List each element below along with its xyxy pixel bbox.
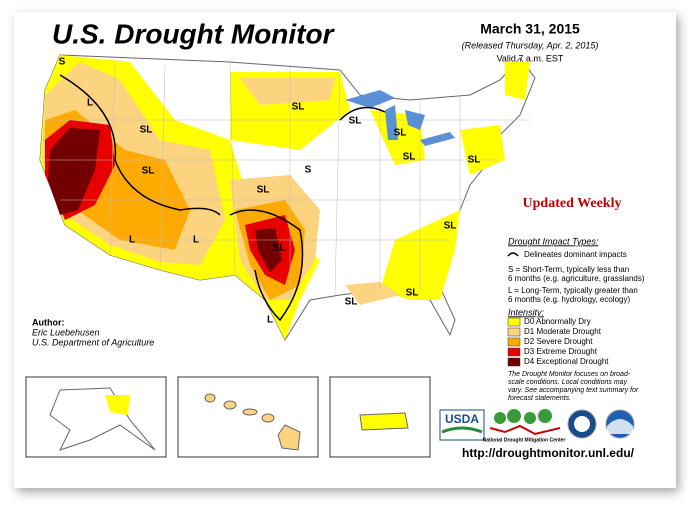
map-label: SL bbox=[406, 288, 419, 299]
alaska-d0 bbox=[105, 395, 130, 415]
map-label: SL bbox=[140, 125, 153, 136]
map-label: SL bbox=[142, 166, 155, 177]
note: The Drought Monitor focuses on broad-sca… bbox=[508, 371, 639, 402]
valid: Valid 7 a.m. EST bbox=[497, 53, 564, 63]
d4-california bbox=[48, 128, 100, 215]
lake-superior bbox=[345, 90, 395, 108]
doc-seal-inner bbox=[574, 416, 590, 432]
map-label: SL bbox=[273, 243, 286, 254]
intensity-swatch bbox=[507, 317, 521, 327]
map-label: SL bbox=[257, 185, 270, 196]
short-term: 6 months (e.g. agriculture, grasslands) bbox=[508, 274, 645, 283]
intensity-title: Intensity: bbox=[508, 307, 545, 317]
usda-text: USDA bbox=[445, 412, 479, 426]
intensity-swatch bbox=[507, 337, 521, 347]
author-heading: Author: bbox=[32, 317, 65, 327]
intensity-swatch bbox=[507, 357, 521, 367]
note-line: forecast statements. bbox=[508, 395, 571, 402]
intensity-swatch bbox=[507, 347, 521, 357]
note-line: The Drought Monitor focuses on broad- bbox=[508, 371, 631, 378]
usda-logo bbox=[439, 409, 485, 441]
impact-title: Drought Impact Types: bbox=[508, 236, 599, 246]
lake-erie bbox=[420, 132, 455, 146]
map-label: S bbox=[59, 57, 66, 68]
long-term: 6 months (e.g. hydrology, ecology) bbox=[508, 295, 630, 304]
ndmc-text: National Drought Mitigation Center bbox=[483, 437, 566, 443]
author-org: U.S. Department of Agriculture bbox=[32, 337, 154, 347]
map-label: L bbox=[129, 235, 135, 246]
title: U.S. Drought Monitor bbox=[52, 18, 336, 49]
author-name: Eric Luebehusen bbox=[32, 327, 100, 337]
impact-lines bbox=[59, 74, 386, 322]
noaa-bird bbox=[607, 419, 633, 434]
note-line: vary. See accompanying text summary for bbox=[508, 387, 639, 394]
intensity-swatch bbox=[507, 327, 521, 337]
released: (Released Thursday, Apr. 2, 2015) bbox=[462, 40, 599, 50]
map-label: L bbox=[267, 315, 273, 326]
short-term: S = Short-Term, typically less than bbox=[508, 265, 629, 274]
map-label: SL bbox=[403, 152, 416, 163]
hawaii bbox=[204, 393, 301, 451]
note-line: scale conditions. Local conditions may bbox=[508, 379, 628, 386]
map-label: SL bbox=[468, 155, 481, 166]
d0-northeast bbox=[460, 125, 505, 175]
map-label: SL bbox=[292, 102, 305, 113]
updated-banner: Updated Weekly bbox=[523, 196, 622, 211]
map-label: L bbox=[87, 98, 93, 109]
map-label: SL bbox=[394, 128, 407, 139]
long-term: L = Long-Term, typically greater than bbox=[508, 286, 638, 295]
d0-maine bbox=[505, 62, 530, 100]
intensity-label: D2 Severe Drought bbox=[524, 337, 593, 346]
delineates: Delineates dominant impacts bbox=[524, 250, 627, 259]
url: http://droughtmonitor.unl.edu/ bbox=[462, 446, 635, 460]
map-label: L bbox=[193, 235, 199, 246]
lake-michigan bbox=[385, 105, 398, 140]
ndmc-trees bbox=[494, 409, 552, 424]
intensity-label: D4 Exceptional Drought bbox=[524, 357, 609, 366]
date: March 31, 2015 bbox=[480, 21, 580, 37]
map-label: SL bbox=[345, 297, 358, 308]
impact-line-icon bbox=[507, 252, 519, 257]
map-label: S bbox=[305, 165, 312, 176]
map-label: SL bbox=[444, 221, 457, 232]
map-label: SL bbox=[349, 116, 362, 127]
conus-map bbox=[39, 54, 536, 342]
lake-huron bbox=[405, 110, 425, 130]
intensity-label: D1 Moderate Drought bbox=[524, 327, 602, 336]
ndmc-line bbox=[489, 424, 561, 436]
puerto-rico bbox=[359, 412, 409, 431]
usda-swoosh bbox=[441, 426, 483, 434]
intensity-label: D0 Abnormally Dry bbox=[524, 317, 591, 326]
d4-texas bbox=[255, 228, 282, 272]
d1-gulf bbox=[345, 282, 400, 305]
intensity-label: D3 Extreme Drought bbox=[524, 347, 598, 356]
d1-dakotas bbox=[240, 78, 335, 105]
state-lines bbox=[45, 61, 530, 300]
